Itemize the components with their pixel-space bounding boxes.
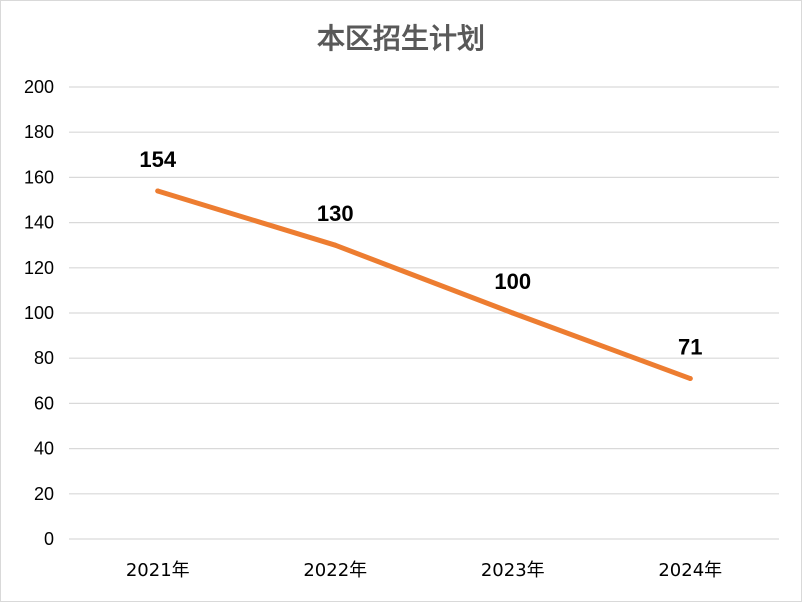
data-label: 100 bbox=[494, 269, 531, 294]
data-label: 130 bbox=[317, 201, 354, 226]
x-axis-category-labels: 2021年 2022年 2023年 2024年 bbox=[126, 560, 722, 581]
y-tick-label: 180 bbox=[24, 122, 54, 142]
x-category-label: 2021年 bbox=[126, 560, 190, 581]
y-tick-label: 200 bbox=[24, 77, 54, 97]
y-tick-label: 160 bbox=[24, 167, 54, 187]
y-tick-label: 60 bbox=[34, 393, 54, 413]
series-layer bbox=[155, 188, 693, 382]
data-point bbox=[510, 310, 516, 316]
x-category-label: 2022年 bbox=[303, 560, 367, 581]
y-tick-label: 80 bbox=[34, 348, 54, 368]
x-category-label: 2023年 bbox=[481, 560, 545, 581]
data-label: 154 bbox=[139, 147, 176, 172]
chart-title: 本区招生计划 bbox=[317, 22, 485, 55]
data-point bbox=[687, 376, 693, 382]
x-category-label: 2024年 bbox=[658, 560, 722, 581]
y-tick-label: 140 bbox=[24, 213, 54, 233]
data-labels: 154 130 100 71 bbox=[139, 147, 702, 360]
y-tick-label: 40 bbox=[34, 439, 54, 459]
gridlines bbox=[69, 86, 779, 540]
data-label: 71 bbox=[678, 335, 702, 360]
y-tick-label: 0 bbox=[44, 529, 54, 549]
y-tick-label: 100 bbox=[24, 303, 54, 323]
y-axis-tick-labels: 0 20 40 60 80 100 120 140 160 180 200 bbox=[24, 77, 54, 549]
y-tick-label: 120 bbox=[24, 258, 54, 278]
data-point bbox=[155, 188, 161, 194]
y-tick-label: 20 bbox=[34, 484, 54, 504]
series-line bbox=[155, 188, 693, 382]
data-point bbox=[332, 242, 338, 248]
